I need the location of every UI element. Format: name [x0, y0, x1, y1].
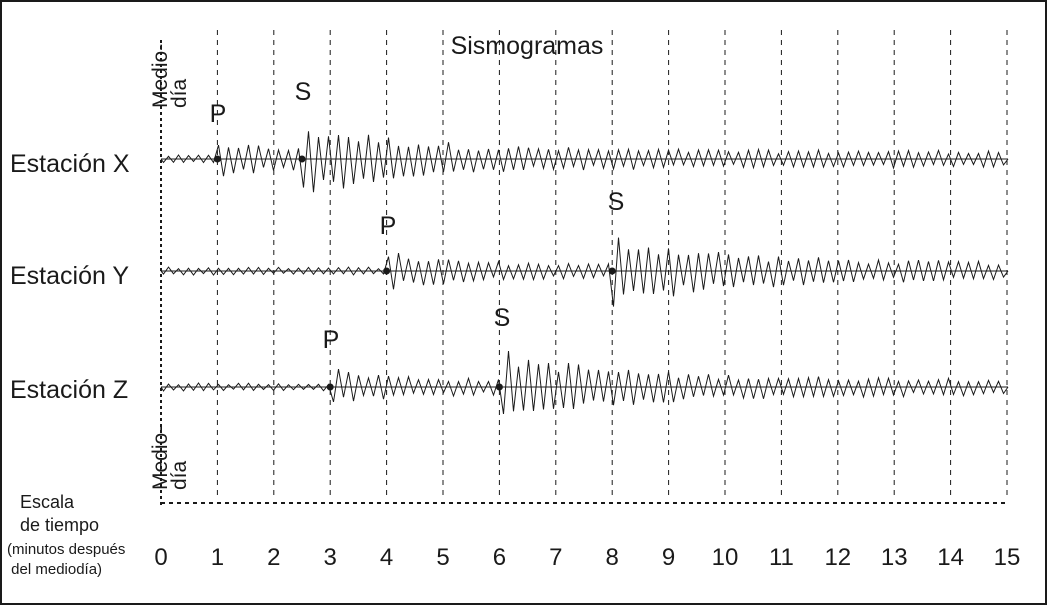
time-tick-9: 9 [662, 544, 675, 571]
time-tick-6: 6 [493, 544, 506, 571]
time-tick-5: 5 [436, 544, 449, 571]
time-tick-0: 0 [154, 544, 167, 571]
station-x-p-arrival-dot [213, 155, 221, 163]
time-tick-15: 15 [994, 544, 1021, 571]
station-y-label: Estación Y [10, 262, 129, 290]
station-z-p-arrival-dot [326, 383, 334, 391]
time-tick-12: 12 [824, 544, 851, 571]
station-x-trace [160, 131, 1009, 193]
noon-label-top-line1: Medio- [149, 44, 172, 108]
station-z-trace [160, 350, 1009, 414]
station-z-s-arrival-dot [495, 383, 503, 391]
title: Sismogramas [451, 32, 604, 60]
noon-label-bottom: Medio- día [149, 426, 191, 490]
station-y-p-label: P [380, 212, 397, 240]
station-y-trace [160, 237, 1009, 307]
axis-note-line1: (minutos después [7, 541, 125, 558]
time-tick-11: 11 [769, 544, 794, 571]
station-y-p-arrival-dot [383, 267, 391, 275]
time-tick-4: 4 [380, 544, 393, 571]
seismograms [160, 131, 1009, 414]
axis-note-line2: del mediodía) [7, 561, 102, 578]
time-tick-3: 3 [324, 544, 337, 571]
station-y-s-arrival-dot [608, 267, 616, 275]
time-tick-2: 2 [267, 544, 280, 571]
station-x-s-arrival-dot [298, 155, 306, 163]
station-z-label: Estación Z [10, 376, 128, 404]
noon-label-top: Medio- día [149, 44, 191, 108]
axis-label-line2: de tiempo [20, 515, 99, 535]
time-tick-13: 13 [881, 544, 908, 571]
noon-label-bottom-line2: día [168, 460, 191, 490]
axis-label-line1: Escala [20, 492, 75, 512]
time-tick-10: 10 [712, 544, 739, 571]
time-scale-ticks: 0 1 2 3 4 5 6 7 8 9 10 11 12 13 14 15 [154, 544, 1020, 571]
station-z-p-label: P [323, 326, 340, 354]
station-x-p-label: P [210, 100, 227, 128]
station-y-s-label: S [608, 188, 625, 216]
time-tick-8: 8 [606, 544, 619, 571]
station-x-s-label: S [295, 78, 312, 106]
noon-label-top-line2: día [168, 78, 191, 108]
station-x-label: Estación X [10, 150, 130, 178]
time-tick-7: 7 [549, 544, 562, 571]
time-tick-14: 14 [937, 544, 964, 571]
noon-label-bottom-line1: Medio- [149, 426, 172, 490]
time-tick-1: 1 [211, 544, 224, 571]
station-z-s-label: S [494, 304, 511, 332]
